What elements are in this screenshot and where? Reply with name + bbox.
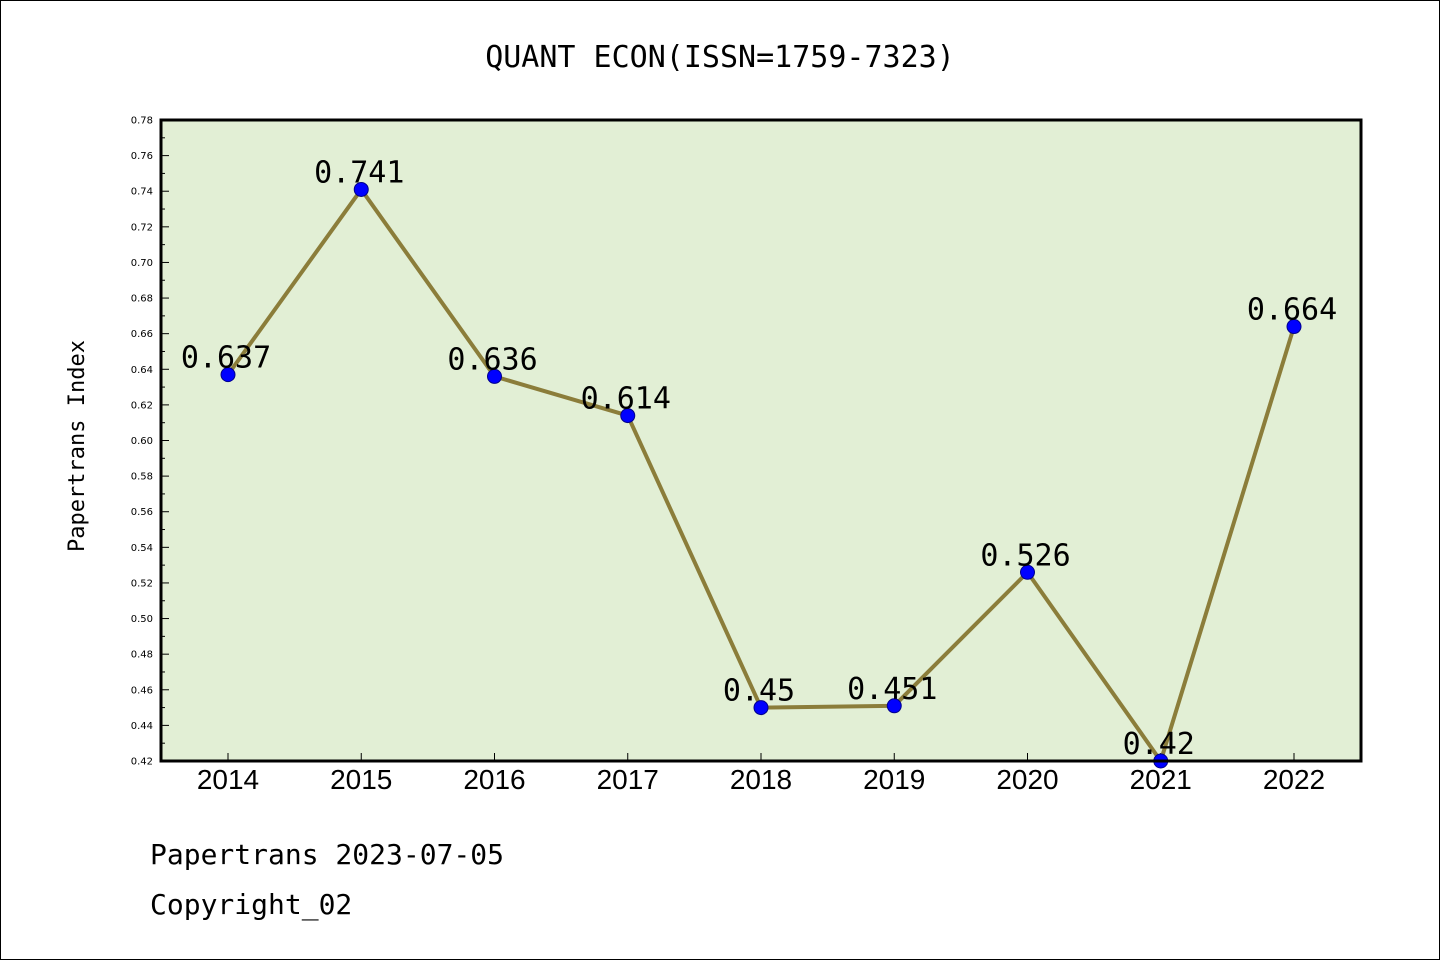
y-tick-label: 0.48 bbox=[131, 650, 153, 661]
data-point bbox=[620, 408, 636, 424]
x-tick-label: 2021 bbox=[1130, 764, 1192, 795]
x-tick-label: 2017 bbox=[597, 764, 659, 795]
y-tick-label: 0.44 bbox=[131, 721, 153, 732]
data-label: 0.637 bbox=[181, 341, 271, 376]
y-tick-label: 0.76 bbox=[131, 151, 153, 162]
y-tick-label: 0.62 bbox=[131, 400, 153, 411]
data-label: 0.664 bbox=[1247, 293, 1337, 328]
data-point bbox=[753, 700, 769, 716]
y-tick-label: 0.66 bbox=[131, 329, 153, 340]
y-tick-label: 0.64 bbox=[131, 365, 153, 376]
y-axis-label: Papertrans Index bbox=[65, 340, 90, 552]
footer-date: Papertrans 2023-07-05 bbox=[150, 838, 504, 871]
data-label: 0.741 bbox=[314, 155, 404, 190]
x-tick-label: 2019 bbox=[863, 764, 925, 795]
y-tick-label: 0.60 bbox=[131, 436, 153, 447]
data-point bbox=[1020, 564, 1035, 580]
data-point bbox=[1286, 319, 1302, 335]
y-tick-label: 0.68 bbox=[131, 294, 153, 305]
x-tick-label: 2016 bbox=[463, 764, 525, 795]
data-point bbox=[886, 698, 902, 714]
chart-title: QUANT ECON(ISSN=1759-7323) bbox=[485, 40, 955, 75]
x-tick-label: 2020 bbox=[996, 764, 1058, 795]
data-label: 0.451 bbox=[847, 672, 937, 707]
y-tick-label: 0.78 bbox=[131, 116, 153, 127]
footer-copyright: Copyright_02 bbox=[150, 888, 352, 922]
y-tick-label: 0.70 bbox=[131, 258, 153, 269]
y-tick-label: 0.50 bbox=[131, 614, 153, 625]
data-point bbox=[487, 368, 502, 384]
y-tick-label: 0.72 bbox=[131, 222, 153, 233]
y-tick-label: 0.56 bbox=[131, 507, 153, 518]
x-axis: 2014 2015 2016 2017 2018 2019 2020 2021 2022 bbox=[197, 753, 1325, 795]
data-label: 0.42 bbox=[1123, 727, 1195, 762]
y-tick-label: 0.58 bbox=[131, 472, 153, 483]
x-tick-label: 2018 bbox=[730, 764, 792, 795]
y-tick-label: 0.46 bbox=[131, 685, 153, 696]
y-tick-label: 0.54 bbox=[131, 543, 153, 554]
data-point bbox=[353, 181, 369, 197]
plot-area bbox=[161, 120, 1361, 761]
y-tick-label: 0.42 bbox=[131, 757, 153, 768]
data-label: 0.614 bbox=[581, 382, 671, 417]
y-tick-label: 0.74 bbox=[131, 187, 153, 198]
y-tick-label: 0.52 bbox=[131, 578, 153, 589]
data-label: 0.636 bbox=[447, 342, 537, 377]
x-tick-label: 2022 bbox=[1263, 764, 1325, 795]
series: 0.637 0.741 0.636 0.614 0.45 0.451 0.526 0.42 0.… bbox=[181, 155, 1337, 769]
x-tick-label: 2014 bbox=[197, 764, 259, 795]
y-axis: 0.42 0.44 0.46 0.48 0.50 0.52 0.54 0.56 0.58 0.60… bbox=[131, 116, 169, 768]
plot-border bbox=[159, 118, 1363, 763]
data-point bbox=[220, 367, 236, 383]
data-label: 0.45 bbox=[723, 674, 795, 709]
x-tick-label: 2015 bbox=[330, 764, 392, 795]
data-label: 0.526 bbox=[980, 538, 1070, 573]
